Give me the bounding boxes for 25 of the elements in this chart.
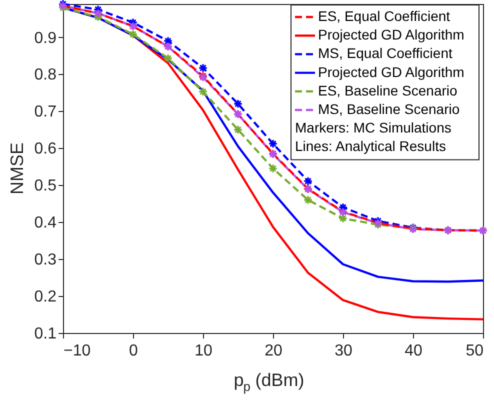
legend-label: Projected GD Algorithm (318, 26, 464, 43)
x-tick-label: 0 (129, 342, 138, 360)
y-tick-label: 0.3 (34, 252, 57, 269)
y-tick-label: 0.7 (34, 104, 57, 121)
y-tick-label: 0.1 (34, 326, 57, 342)
x-tick-label: −10 (64, 342, 91, 360)
x-tick-label: 10 (194, 342, 212, 360)
legend-label: ES, Baseline Scenario (318, 82, 458, 98)
legend-label: Projected GD Algorithm (318, 64, 464, 80)
annotation: Lines: Analytical Results (295, 138, 446, 154)
y-axis-title: NMSE (7, 142, 27, 195)
x-tick-label: 20 (264, 342, 282, 360)
y-tick-label: 0.5 (34, 178, 57, 195)
legend-label: ES, Equal Coefficient (318, 8, 450, 24)
y-tick-label: 0.8 (34, 66, 57, 84)
y-tick-label: 0.9 (34, 30, 57, 47)
x-tick-label: 50 (466, 342, 484, 360)
legend-label: MS, Equal Coefficient (318, 45, 452, 62)
x-tick-label: 40 (404, 342, 422, 360)
y-tick-label: 0.2 (34, 288, 57, 306)
legend-label: MS, Baseline Scenario (318, 101, 460, 117)
x-tick-label: 30 (334, 342, 352, 360)
annotation: Markers: MC Simulations (295, 120, 452, 136)
y-tick-label: 0.4 (34, 214, 57, 232)
y-tick-label: 0.6 (34, 140, 57, 158)
